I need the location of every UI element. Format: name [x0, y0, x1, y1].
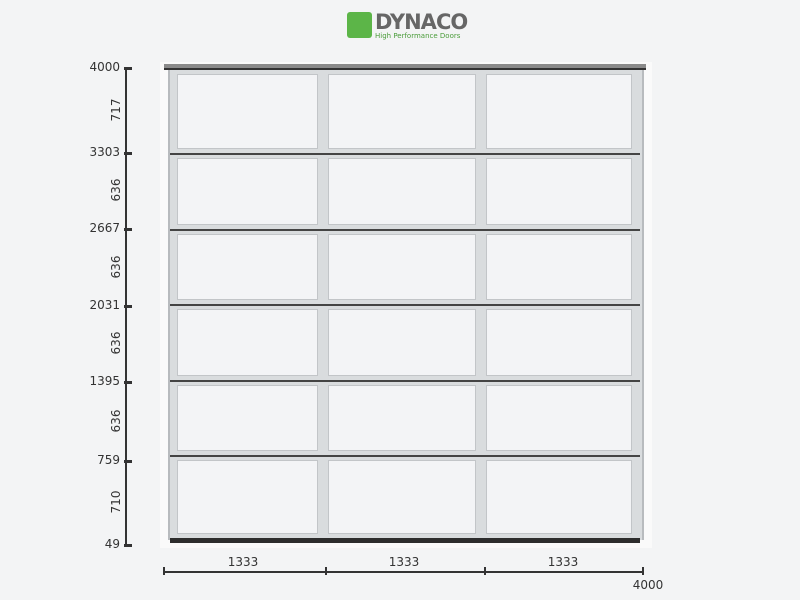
- width-tick: [484, 567, 486, 575]
- height-mark-label: 4000: [89, 60, 120, 74]
- height-mark-label: 759: [97, 453, 120, 467]
- glass-panel: [328, 460, 476, 534]
- dynaco-logo-icon: [347, 12, 372, 38]
- glass-panel: [177, 309, 318, 376]
- glass-panel: [328, 234, 476, 300]
- glass-panel: [486, 385, 632, 451]
- height-tick: [124, 305, 132, 308]
- glass-panel: [328, 385, 476, 451]
- logo-brand: DYNACO: [375, 10, 468, 34]
- height-mark-label: 2667: [89, 221, 120, 235]
- width-dimension-line: [163, 571, 643, 573]
- total-width-label: 4000: [632, 578, 664, 592]
- glass-panel: [177, 385, 318, 451]
- height-mark-label: 49: [104, 537, 120, 551]
- glass-panel: [486, 460, 632, 534]
- section-height-label: 717: [109, 98, 123, 121]
- height-mark-label: 1395: [89, 374, 120, 388]
- height-tick: [124, 460, 132, 463]
- dynaco-logo: DYNACO High Performance Doors: [347, 10, 468, 42]
- height-tick: [124, 381, 132, 384]
- logo-tagline: High Performance Doors: [375, 32, 461, 40]
- glass-panel: [328, 74, 476, 149]
- height-mark-label: 3303: [89, 145, 120, 159]
- column-width-label: 1333: [388, 555, 420, 569]
- width-tick: [163, 567, 165, 575]
- glass-panel: [486, 234, 632, 300]
- glass-panel: [486, 309, 632, 376]
- section-height-label: 636: [109, 331, 123, 355]
- door-top-cap: [164, 64, 646, 70]
- section-joint: [170, 304, 640, 306]
- section-height-label: 710: [109, 490, 123, 514]
- door-bottom-seal: [170, 538, 640, 543]
- section-joint: [170, 229, 640, 231]
- glass-panel: [328, 158, 476, 225]
- height-tick: [124, 228, 132, 231]
- section-joint: [170, 380, 640, 382]
- width-tick: [325, 567, 327, 575]
- glass-panel: [486, 158, 632, 225]
- section-joint: [170, 455, 640, 457]
- section-height-label: 636: [109, 409, 123, 432]
- glass-panel: [177, 158, 318, 225]
- glass-panel: [177, 460, 318, 534]
- width-tick: [642, 567, 644, 575]
- section-height-label: 636: [109, 178, 123, 202]
- glass-panel: [177, 234, 318, 300]
- glass-panel: [328, 309, 476, 376]
- section-joint: [170, 153, 640, 155]
- glass-panel: [177, 74, 318, 149]
- height-mark-label: 2031: [89, 298, 120, 312]
- column-width-label: 1333: [227, 555, 259, 569]
- height-tick: [124, 67, 132, 70]
- section-height-label: 636: [109, 255, 123, 278]
- column-width-label: 1333: [547, 555, 579, 569]
- height-tick: [124, 152, 132, 155]
- height-tick: [124, 544, 132, 547]
- glass-panel: [486, 74, 632, 149]
